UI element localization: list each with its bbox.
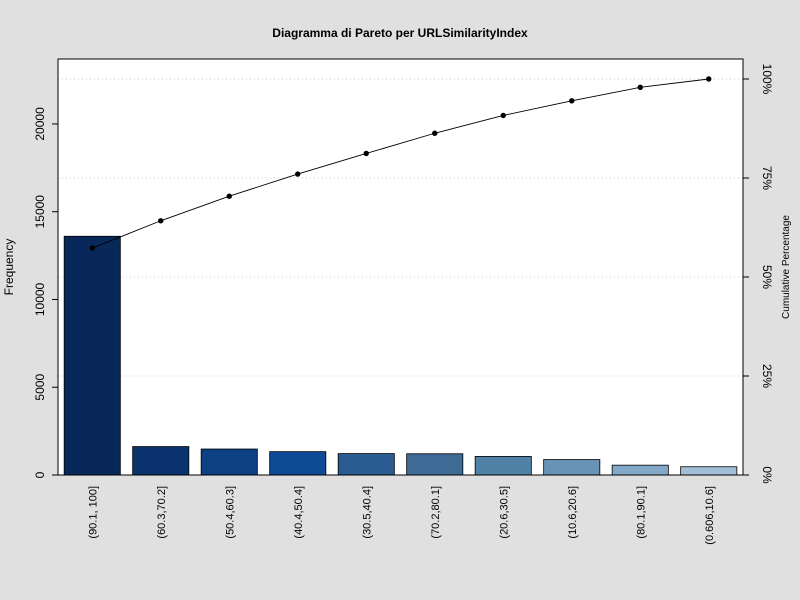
bar	[680, 466, 738, 476]
x-tick-label: (40.4,50.4]	[293, 486, 305, 539]
y-axis-label: Frequency	[2, 239, 16, 296]
cumulative-point	[295, 171, 301, 177]
bar	[63, 235, 121, 476]
x-tick-label: (80.1,90.1]	[635, 486, 647, 539]
cumulative-point	[158, 218, 164, 224]
y2-tick-label: 50%	[760, 265, 774, 289]
cumulative-point	[706, 76, 712, 82]
right-axis: 0% 25% 50% 75% 100%	[743, 64, 774, 484]
bar	[200, 448, 258, 476]
y2-tick-label: 0%	[760, 466, 774, 484]
bar	[543, 459, 601, 476]
x-tick-label: (60.3,70.2]	[156, 486, 168, 539]
x-tick-label: (70.2,80.1]	[430, 486, 442, 539]
y2-tick-label: 25%	[760, 364, 774, 388]
x-tick-label: (0.606,10.6]	[704, 486, 716, 545]
bar	[406, 453, 464, 476]
cumulative-point	[432, 130, 438, 136]
cumulative-point	[569, 98, 575, 104]
cumulative-point	[500, 112, 506, 119]
cumulative-point	[363, 150, 369, 157]
y-tick-label: 5000	[33, 374, 47, 401]
left-axis: 0 5000 10000 15000 20000	[33, 107, 58, 478]
x-tick-label: (90.1, 100]	[87, 486, 99, 539]
cumulative-line	[89, 76, 712, 251]
cumulative-point	[89, 245, 95, 251]
cumulative-point	[226, 193, 232, 199]
x-tick-label: (50.4,60.3]	[224, 486, 236, 539]
bar	[611, 464, 669, 476]
cumulative-polyline	[92, 78, 709, 249]
x-axis: (90.1, 100] (60.3,70.2] (50.4,60.3] (40.4,5…	[87, 486, 716, 545]
bar	[337, 453, 395, 476]
y-tick-label: 15000	[33, 195, 47, 229]
chart-title: Diagramma di Pareto per URLSimilarityInd…	[272, 26, 528, 40]
bar	[269, 451, 327, 476]
y2-tick-label: 75%	[760, 166, 774, 190]
x-tick-label: (20.6,30.5]	[498, 486, 510, 539]
cumulative-point	[637, 84, 643, 91]
y2-axis-label: Cumulative Percentage	[781, 215, 792, 319]
y-tick-label: 0	[33, 471, 47, 478]
x-tick-label: (30.5,40.4]	[361, 486, 373, 539]
plot-frame	[57, 58, 744, 476]
y-tick-label: 10000	[33, 282, 47, 316]
bar	[474, 455, 532, 476]
bars	[63, 235, 738, 476]
plot-area	[58, 59, 743, 475]
bar	[132, 446, 190, 476]
y-tick-label: 20000	[33, 107, 47, 141]
x-tick-label: (10.6,20.6]	[567, 486, 579, 539]
y2-tick-label: 100%	[760, 64, 774, 95]
